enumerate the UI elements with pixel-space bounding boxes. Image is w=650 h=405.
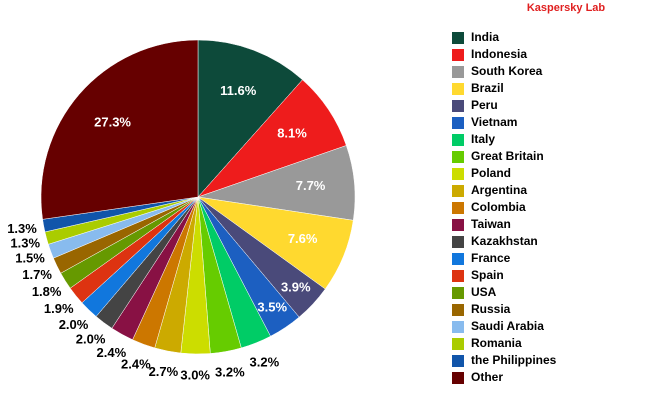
legend-swatch [452,202,464,214]
legend-swatch [452,338,464,350]
value-label: 1.3% [10,235,40,250]
value-label: 1.5% [15,250,45,265]
legend-label: Colombia [471,200,526,214]
value-label: 2.4% [97,345,127,360]
value-label: 2.0% [76,332,106,347]
value-label: 3.5% [257,299,287,314]
legend-label: Spain [471,268,504,282]
legend-swatch [452,49,464,61]
legend-label: Argentina [471,183,527,197]
legend-label: Other [471,370,503,384]
value-label: 27.3% [94,114,131,129]
value-label: 3.2% [215,365,245,380]
value-label: 2.4% [121,356,151,371]
value-label: 1.9% [44,301,74,316]
legend-swatch [452,168,464,180]
legend-swatch [452,219,464,231]
value-label: 2.0% [59,317,89,332]
legend-swatch [452,185,464,197]
legend-swatch [452,83,464,95]
value-label: 7.7% [296,178,326,193]
legend-label: Brazil [471,81,504,95]
legend-label: Italy [471,132,495,146]
legend-label: the Philippines [471,353,557,367]
legend-label: India [471,30,499,44]
legend-swatch [452,117,464,129]
pie-slice [40,39,199,220]
legend-swatch [452,32,464,44]
legend-swatch [452,100,464,112]
legend-label: USA [471,285,497,299]
legend-label: South Korea [471,64,543,78]
legend-label: Peru [471,98,498,112]
value-label: 1.8% [32,284,62,299]
legend-swatch [452,355,464,367]
legend-swatch [452,270,464,282]
legend-label: Indonesia [471,47,527,61]
value-label: 3.2% [250,355,280,370]
legend-swatch [452,151,464,163]
source: Kaspersky Lab [527,2,606,14]
value-label: 1.7% [22,267,52,282]
legend-label: Great Britain [471,149,544,163]
legend-swatch [452,236,464,248]
legend-label: Taiwan [471,217,511,231]
value-label: 2.7% [149,364,179,379]
pie-slice [197,39,303,198]
legend-swatch [452,66,464,78]
legend-label: Romania [471,336,522,350]
value-label: 11.6% [220,83,257,98]
value-label: 3.0% [180,367,210,382]
value-label: 3.9% [281,279,311,294]
value-label: 7.6% [288,231,318,246]
legend-swatch [452,134,464,146]
legend-swatch [452,321,464,333]
legend-label: Vietnam [471,115,517,129]
legend-swatch [452,253,464,265]
value-label: 1.3% [7,221,37,236]
legend-swatch [452,304,464,316]
legend-label: Russia [471,302,511,316]
legend-swatch [452,372,464,384]
legend-label: France [471,251,511,265]
legend-swatch [452,287,464,299]
legend-label: Poland [471,166,511,180]
legend-label: Saudi Arabia [471,319,544,333]
legend-label: Kazakhstan [471,234,538,248]
value-label: 8.1% [277,126,307,141]
